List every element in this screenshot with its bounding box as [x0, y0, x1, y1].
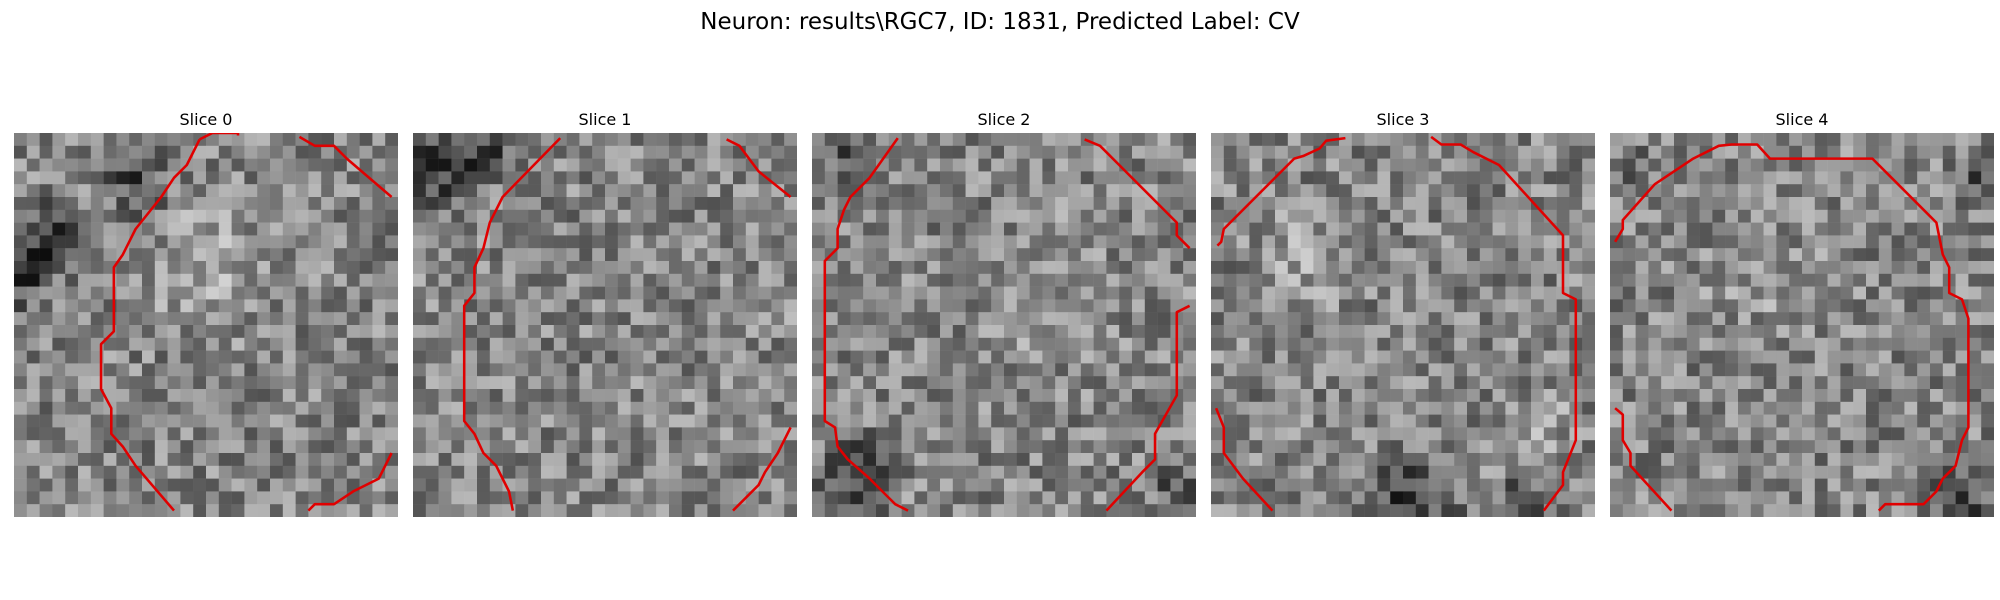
microscopy-slice-image	[1610, 133, 1994, 517]
pixel-grid	[413, 133, 797, 517]
figure-title: Neuron: results\RGC7, ID: 1831, Predicte…	[700, 9, 1300, 35]
segmentation-contour	[1084, 138, 1191, 250]
microscopy-slice-image	[413, 133, 797, 517]
segmentation-contour	[732, 426, 792, 512]
segmentation-contour	[1216, 136, 1346, 247]
segmentation-contour	[1214, 407, 1274, 512]
segmentation-contour	[199, 133, 240, 141]
segmentation-contour	[1614, 407, 1673, 512]
slice-title: Slice 3	[1376, 110, 1430, 129]
segmentation-contour	[307, 452, 393, 512]
segmentation-contour	[99, 138, 201, 512]
segmentation-contour	[823, 137, 909, 512]
pixel-grid	[1211, 133, 1595, 517]
microscopy-slice-image	[1211, 133, 1595, 517]
pixel-grid	[812, 133, 1196, 517]
segmentation-contour	[1105, 304, 1191, 512]
slice-title: Slice 0	[179, 110, 233, 129]
segmentation-contour	[1430, 135, 1578, 512]
pixel-grid	[1610, 133, 1994, 517]
slice-title: Slice 1	[578, 110, 632, 129]
pixel-grid	[14, 133, 398, 517]
microscopy-slice-image	[812, 133, 1196, 517]
segmentation-contour	[1614, 143, 1970, 512]
segmentation-contour	[726, 138, 792, 198]
segmentation-contour	[462, 137, 562, 511]
segmentation-contour	[298, 135, 393, 198]
slice-title: Slice 2	[977, 110, 1031, 129]
microscopy-slice-image	[14, 133, 398, 517]
slice-title: Slice 4	[1775, 110, 1829, 129]
